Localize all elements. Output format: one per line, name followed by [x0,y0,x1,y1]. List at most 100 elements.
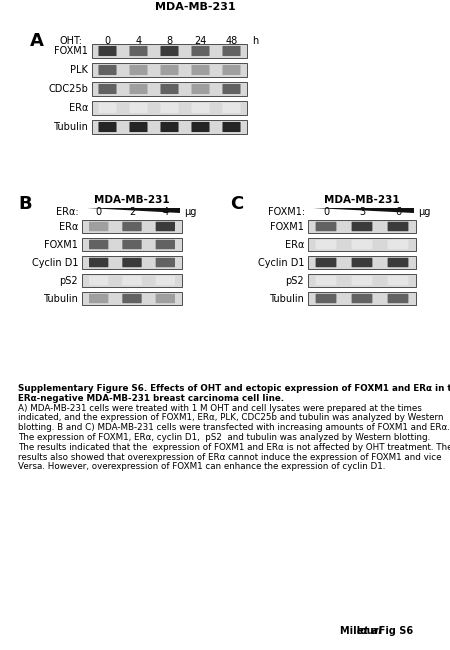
Text: blotting. B and C) MDA-MB-231 cells were transfected with increasing amounts of : blotting. B and C) MDA-MB-231 cells were… [18,423,450,432]
Text: CDC25b: CDC25b [48,84,88,94]
Bar [82,220,182,233]
Polygon shape [313,208,414,213]
Text: results also showed that overexpression of ERα cannot induce the expression of F: results also showed that overexpression … [18,452,441,462]
FancyBboxPatch shape [99,65,117,75]
Text: ERα: ERα [68,103,88,113]
FancyBboxPatch shape [351,240,373,249]
FancyBboxPatch shape [130,122,148,132]
Bar [92,120,247,134]
FancyBboxPatch shape [351,222,373,231]
Text: 48: 48 [225,36,238,46]
Text: 4: 4 [135,36,142,46]
FancyBboxPatch shape [315,294,337,303]
Bar [308,256,416,269]
FancyBboxPatch shape [122,222,142,231]
FancyBboxPatch shape [222,46,240,56]
FancyBboxPatch shape [89,240,108,249]
FancyBboxPatch shape [156,294,175,303]
Text: ERα: ERα [284,239,304,250]
FancyBboxPatch shape [130,103,148,113]
FancyBboxPatch shape [387,276,409,285]
Text: Cyclin D1: Cyclin D1 [32,257,78,268]
FancyBboxPatch shape [315,240,337,249]
FancyBboxPatch shape [122,258,142,267]
Text: Tubulin: Tubulin [43,294,78,304]
Bar [308,292,416,305]
Text: ERα:: ERα: [56,207,79,217]
Text: ERα: ERα [58,222,78,231]
Bar [92,101,247,115]
FancyBboxPatch shape [222,103,240,113]
FancyBboxPatch shape [156,276,175,285]
Text: 0: 0 [323,207,329,217]
FancyBboxPatch shape [99,103,117,113]
Text: The results indicated that the  expression of FOXM1 and ERα is not affected by O: The results indicated that the expressio… [18,443,450,452]
FancyBboxPatch shape [161,46,179,56]
Bar [308,274,416,287]
Text: 2: 2 [129,207,135,217]
FancyBboxPatch shape [387,222,409,231]
FancyBboxPatch shape [387,258,409,267]
FancyBboxPatch shape [161,103,179,113]
Bar [92,44,247,58]
Text: A) MDA-MB-231 cells were treated with 1 M OHT and cell lysates were prepared at : A) MDA-MB-231 cells were treated with 1 … [18,404,422,413]
FancyBboxPatch shape [192,84,210,94]
Text: A: A [30,32,44,50]
Text: MDA-MB-231: MDA-MB-231 [155,2,235,12]
Text: 8: 8 [166,36,172,46]
Text: Supplementary Figure S6. Effects of OHT and ectopic expression of FOXM1 and ERα : Supplementary Figure S6. Effects of OHT … [18,384,450,393]
FancyBboxPatch shape [99,122,117,132]
FancyBboxPatch shape [89,276,108,285]
Text: Millour: Millour [340,626,382,636]
Text: OHT:: OHT: [60,36,83,46]
FancyBboxPatch shape [89,222,108,231]
FancyBboxPatch shape [156,222,175,231]
FancyBboxPatch shape [192,122,210,132]
FancyBboxPatch shape [351,258,373,267]
Text: h: h [252,36,258,46]
Bar [92,63,247,77]
FancyBboxPatch shape [122,294,142,303]
FancyBboxPatch shape [351,294,373,303]
FancyBboxPatch shape [351,276,373,285]
Bar [92,82,247,96]
Text: B: B [18,195,32,213]
Text: pS2: pS2 [59,276,78,285]
Text: μg: μg [184,207,196,217]
Bar [82,292,182,305]
Polygon shape [87,208,180,213]
FancyBboxPatch shape [122,276,142,285]
FancyBboxPatch shape [192,103,210,113]
Text: 6: 6 [395,207,401,217]
Text: Tubulin: Tubulin [269,294,304,304]
Bar [82,238,182,251]
Text: Tubulin: Tubulin [53,122,88,132]
Bar [82,274,182,287]
Text: FOXM1: FOXM1 [54,46,88,56]
Text: ERα-negative MDA-MB-231 breast carcinoma cell line.: ERα-negative MDA-MB-231 breast carcinoma… [18,394,284,403]
FancyBboxPatch shape [130,84,148,94]
FancyBboxPatch shape [315,258,337,267]
Text: et al: et al [357,626,382,636]
Text: FOXM1: FOXM1 [270,222,304,231]
Text: Fig S6: Fig S6 [372,626,413,636]
FancyBboxPatch shape [156,240,175,249]
Text: FOXM1:: FOXM1: [268,207,305,217]
Text: indicated, and the expression of FOXM1, ERα, PLK, CDC25b and tubulin was analyze: indicated, and the expression of FOXM1, … [18,413,444,423]
FancyBboxPatch shape [130,46,148,56]
FancyBboxPatch shape [192,65,210,75]
FancyBboxPatch shape [161,84,179,94]
Text: FOXM1: FOXM1 [44,239,78,250]
FancyBboxPatch shape [89,258,108,267]
FancyBboxPatch shape [222,84,240,94]
FancyBboxPatch shape [387,240,409,249]
FancyBboxPatch shape [99,46,117,56]
Text: 0: 0 [104,36,111,46]
Bar [308,220,416,233]
Text: 0: 0 [95,207,102,217]
FancyBboxPatch shape [315,222,337,231]
Bar [308,238,416,251]
Text: MDA-MB-231: MDA-MB-231 [324,195,400,205]
Text: PLK: PLK [70,65,88,75]
FancyBboxPatch shape [99,84,117,94]
